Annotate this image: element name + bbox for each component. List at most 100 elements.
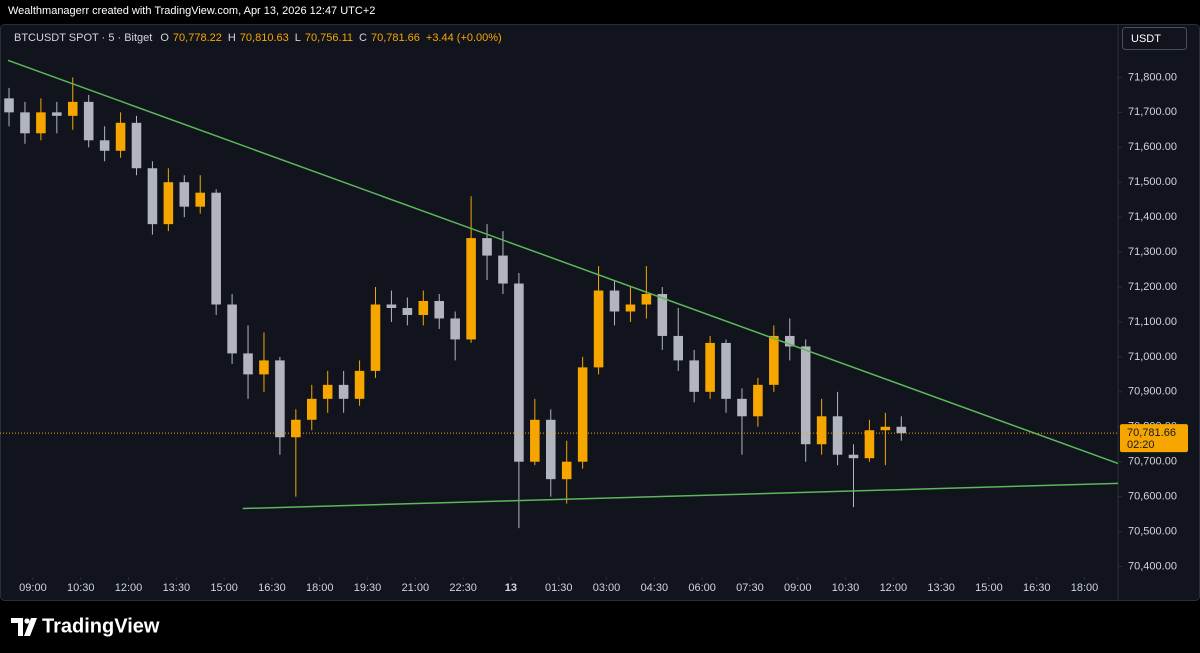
last-price-box (1120, 424, 1188, 453)
candle-body (275, 360, 285, 438)
candle-body (83, 101, 94, 141)
y-tick-label: 71,600.00 (1128, 141, 1177, 153)
y-tick-label: 71,100.00 (1128, 316, 1177, 328)
candle-body (291, 419, 301, 438)
candle-body (4, 98, 14, 113)
x-tick-label: 15:00 (210, 582, 238, 594)
candle-body (227, 304, 237, 354)
ohlc-value: 70,810.63 (239, 32, 289, 44)
candle-body (306, 398, 317, 420)
y-tick-label: 71,400.00 (1128, 211, 1177, 223)
x-tick-label: 10:30 (832, 582, 860, 594)
candle-body (36, 112, 46, 134)
x-tick-label: 16:30 (258, 582, 286, 594)
x-tick-label: 15:00 (975, 582, 1003, 594)
ohlc-key: H (227, 32, 236, 44)
x-tick-label: 10:30 (67, 582, 95, 594)
x-tick-label: 09:00 (784, 582, 812, 594)
y-tick-label: 71,300.00 (1128, 246, 1177, 258)
trend-line (242, 482, 1119, 510)
candle-body (354, 370, 365, 399)
candle-body (466, 238, 476, 340)
y-tick-label: 71,000.00 (1128, 351, 1177, 363)
candle-body (322, 384, 333, 399)
candle-body (99, 140, 110, 151)
last-price-label: 70,781.66 (1127, 427, 1176, 439)
candle-body (800, 346, 811, 445)
candle-body (131, 122, 142, 169)
y-tick-label: 71,200.00 (1128, 281, 1177, 293)
x-tick-label: 12:00 (115, 582, 143, 594)
y-tick-label: 70,600.00 (1128, 491, 1177, 503)
candle-body (530, 419, 540, 462)
symbol-legend: BTCUSDT SPOT · 5 · Bitget O 70,778.22 H 70,… (14, 32, 502, 44)
candle-body (769, 335, 779, 385)
candle-body (115, 122, 126, 151)
candle-body (211, 192, 221, 305)
candle-body (609, 290, 620, 312)
x-tick-label: 04:30 (641, 582, 669, 594)
brand-logo: TradingView (11, 615, 160, 637)
x-tick-label: 07:30 (736, 582, 764, 594)
candle-body (657, 294, 668, 336)
x-tick-label: 06:00 (688, 582, 716, 594)
candle-body (705, 342, 715, 392)
x-tick-label: 01:30 (545, 582, 573, 594)
ohlc-key: O (160, 32, 169, 44)
ohlc-value: 70,756.11 (304, 32, 353, 44)
candle-body (338, 384, 349, 399)
candle-body (179, 182, 190, 207)
x-tick-label: 16:30 (1023, 582, 1051, 594)
x-tick-label: 21:00 (402, 582, 430, 594)
candle-body (52, 112, 62, 116)
ohlc-key: L (294, 32, 301, 44)
candle-body (434, 301, 445, 319)
plot-area (0, 59, 1119, 529)
candle-body (896, 426, 907, 434)
y-tick-label: 70,500.00 (1128, 525, 1177, 537)
x-tick-label: 18:00 (1071, 582, 1099, 594)
change: +3.44 (+0.00%) (425, 32, 502, 44)
symbol: BTCUSDT SPOT · 5 · Bitget (14, 32, 153, 44)
candle-body (386, 304, 397, 308)
candle-body (402, 307, 413, 315)
y-tick-label: 71,700.00 (1128, 106, 1177, 118)
candle-body (147, 168, 158, 225)
candle-body (689, 360, 699, 392)
candle-body (450, 318, 460, 340)
candle-body (737, 398, 747, 417)
candle-body (195, 192, 206, 207)
ohlc-value: 70,781.66 (370, 32, 420, 44)
candle-body (832, 416, 843, 455)
candle-body (721, 342, 731, 399)
candle-body (593, 290, 604, 368)
brand-name: TradingView (42, 615, 160, 637)
candle-body (784, 335, 795, 347)
currency-button[interactable] (1122, 27, 1187, 50)
candle-body (577, 367, 588, 462)
candle-body (848, 454, 859, 459)
x-tick-label: 03:00 (593, 582, 621, 594)
x-tick-label: 19:30 (354, 582, 382, 594)
candle-body (673, 335, 684, 361)
x-tick-label: 18:00 (306, 582, 334, 594)
candle-body (816, 416, 827, 445)
x-tick-label: 13:30 (163, 582, 191, 594)
x-tick-label: 22:30 (449, 582, 477, 594)
ohlc-value: 70,778.22 (172, 32, 222, 44)
x-tick-label: 12:00 (880, 582, 908, 594)
x-tick-label: 13:30 (927, 582, 955, 594)
candle-body (163, 182, 174, 225)
candle-body (259, 360, 269, 375)
candle-body (514, 283, 524, 462)
candle-body (880, 426, 891, 431)
x-tick-label: 09:00 (19, 582, 47, 594)
y-tick-label: 70,700.00 (1128, 456, 1177, 468)
caption: Wealthmanagerr created with TradingView.… (8, 5, 376, 17)
candle-body (67, 101, 78, 116)
candle-body (243, 353, 253, 375)
x-tick-label: 13 (505, 582, 517, 594)
candle-body (561, 461, 572, 480)
y-tick-label: 71,500.00 (1128, 176, 1177, 188)
